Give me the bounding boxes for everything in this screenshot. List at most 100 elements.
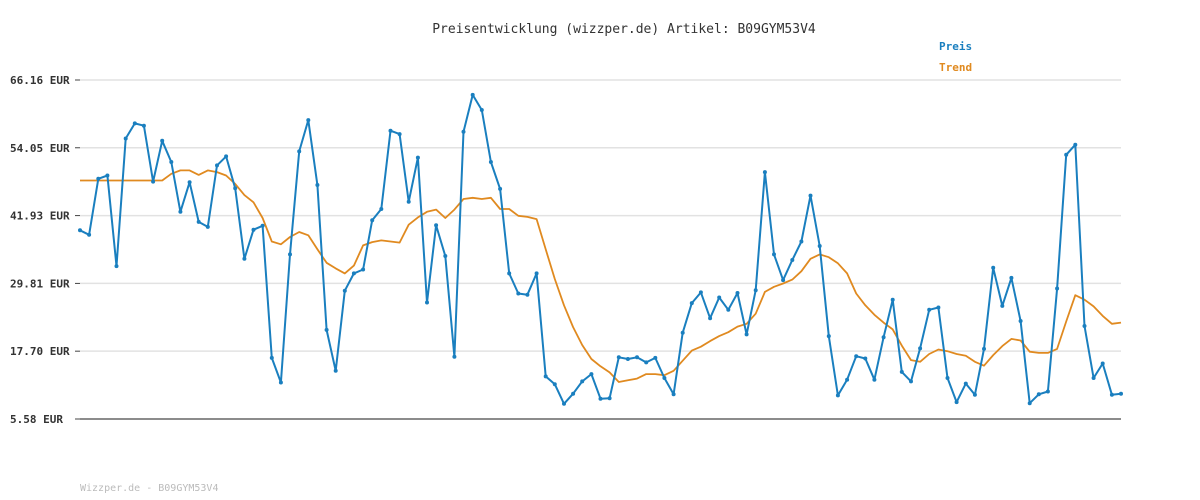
y-tick-label: 29.81 EUR [10, 277, 70, 290]
data-point [1055, 286, 1060, 291]
legend-item-preis: Preis [939, 40, 972, 53]
data-point [434, 223, 439, 228]
y-tick-label: 54.05 EUR [10, 142, 70, 155]
data-point [580, 379, 585, 384]
grid [80, 79, 1121, 352]
chart-footer: Wizzper.de - B09GYM53V4 [80, 483, 218, 494]
data-point [799, 239, 804, 244]
y-tick-label: 41.93 EUR [10, 210, 70, 223]
data-point [306, 118, 311, 123]
data-point [790, 258, 795, 262]
data-point [260, 223, 265, 228]
data-point [315, 183, 320, 187]
data-point [826, 334, 831, 339]
data-point [772, 252, 776, 257]
data-point [205, 224, 210, 229]
data-point [224, 154, 229, 159]
data-point [909, 379, 913, 384]
data-point [982, 346, 986, 351]
data-point [443, 254, 448, 258]
data-point [233, 186, 238, 191]
data-point [644, 360, 649, 365]
data-point [425, 300, 429, 305]
data-point [1036, 392, 1041, 397]
data-point [881, 335, 886, 340]
data-point [543, 374, 548, 379]
data-point [297, 149, 302, 154]
data-point [370, 218, 375, 223]
chart-title: Preisentwicklung (wizzper.de) Artikel: B… [432, 22, 816, 37]
data-point [835, 393, 840, 398]
data-point [1009, 275, 1014, 280]
data-point [863, 356, 868, 361]
data-point [342, 288, 347, 293]
data-point [963, 381, 968, 386]
data-point [671, 392, 676, 397]
data-point [169, 160, 174, 164]
data-point [781, 278, 786, 283]
data-point [1000, 303, 1005, 308]
data-point [991, 265, 996, 270]
data-point [1082, 324, 1087, 328]
data-point [662, 376, 667, 380]
data-point [808, 193, 813, 198]
data-point [918, 346, 923, 351]
data-point [945, 376, 950, 380]
data-point [379, 207, 384, 211]
y-tick-label: 17.70 EUR [10, 345, 70, 358]
data-point [196, 219, 201, 224]
data-point [1018, 319, 1023, 323]
y-tick-label: 5.58 EUR [10, 413, 63, 426]
data-point [415, 155, 420, 160]
data-point [324, 327, 329, 332]
data-point [498, 186, 503, 191]
data-point [187, 180, 192, 185]
data-point [288, 252, 292, 257]
data-point [105, 173, 110, 178]
data-point [141, 123, 146, 128]
data-point [708, 316, 713, 321]
data-point [845, 377, 850, 382]
data-point [406, 199, 411, 204]
legend: Preis Trend [939, 40, 972, 74]
legend-item-trend: Trend [939, 61, 972, 74]
data-point [488, 160, 493, 164]
data-point [361, 267, 366, 272]
data-point [333, 368, 338, 373]
data-point [1119, 391, 1123, 396]
data-point [525, 292, 530, 297]
y-axis-tick-labels: 5.58 EUR 17.70 EUR 29.81 EUR 41.93 EUR 54.05… [10, 74, 80, 426]
data-point [717, 295, 722, 300]
data-point [954, 400, 959, 405]
data-point [625, 357, 630, 361]
data-point [899, 369, 904, 374]
data-point [269, 355, 274, 360]
data-point [589, 372, 594, 377]
data-point [534, 271, 539, 276]
data-point [689, 301, 694, 306]
data-point [470, 92, 475, 97]
price-series [78, 92, 1123, 406]
data-point [616, 355, 621, 360]
data-point [1091, 376, 1096, 380]
data-point [1064, 152, 1069, 157]
data-point [178, 209, 183, 214]
data-point [552, 382, 557, 387]
data-point [452, 354, 457, 359]
data-point [890, 297, 895, 302]
data-point [479, 108, 484, 112]
data-point [1045, 389, 1050, 394]
data-point [607, 396, 612, 401]
data-point [278, 380, 283, 385]
trend-series [80, 169, 1122, 383]
data-point [972, 392, 977, 397]
data-point [507, 271, 512, 276]
data-point [562, 401, 566, 406]
y-tick-label: 66.16 EUR [10, 74, 70, 87]
data-point [762, 170, 767, 175]
data-point [78, 228, 82, 233]
data-point [96, 176, 101, 181]
data-point [854, 354, 859, 359]
data-point [817, 244, 822, 248]
data-point [160, 138, 165, 143]
